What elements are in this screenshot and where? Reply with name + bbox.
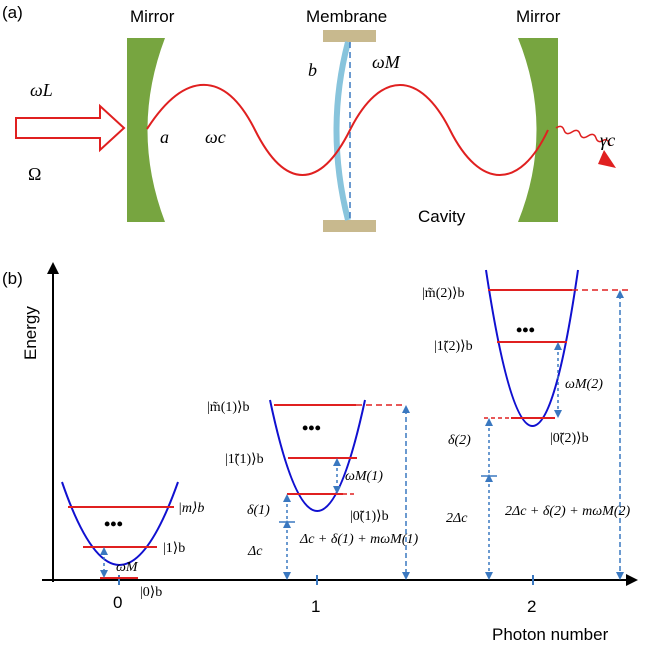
ket-n2-1: |1̃(2)⟩b (434, 339, 473, 354)
dots-n0: ••• (104, 514, 123, 534)
panel-b-tag: (b) (2, 269, 23, 288)
omega-m2: ωM(2) (565, 377, 603, 392)
membrane (333, 41, 351, 221)
left-mirror-label: Mirror (130, 7, 175, 26)
x-axis-label: Photon number (492, 625, 609, 644)
delta2: δ(2) (448, 433, 471, 448)
x-tick-1: 1 (311, 597, 320, 616)
y-axis-label: Energy (21, 306, 40, 360)
energy1: Δc + δ(1) + mωM(1) (299, 532, 418, 547)
right-mirror-label: Mirror (516, 7, 561, 26)
decay-arrowhead (598, 150, 616, 168)
ket-n0-1: |1⟩b (163, 541, 185, 556)
x-tick-2: 2 (527, 597, 536, 616)
input-freq: ωL (30, 80, 53, 100)
energy2: 2Δc + δ(2) + mωM(2) (505, 504, 630, 519)
parabola-n0 (61, 481, 179, 566)
omega-m1: ωM(1) (345, 469, 383, 484)
delta-c: Δc (247, 544, 263, 559)
right-mirror (518, 38, 558, 222)
input-amp: Ω (28, 164, 41, 184)
cavity-mode: a (160, 127, 169, 147)
ket-n1-m: |m̃(1)⟩b (207, 400, 249, 415)
dots-n2: ••• (516, 320, 535, 340)
ket-n0-0: |0⟩b (140, 585, 162, 600)
cavity-field (146, 83, 549, 176)
membrane-freq: ωM (372, 52, 401, 72)
cavity-freq: ωc (205, 127, 226, 147)
panel-a-tag: (a) (2, 3, 23, 22)
ket-n0-m: |m⟩b (178, 501, 204, 516)
membrane-bottom-clamp (323, 220, 376, 232)
ket-n2-0: |0̃(2)⟩b (550, 431, 589, 446)
parabola-n2 (485, 269, 579, 427)
delta1: δ(1) (247, 503, 270, 518)
ket-n1-1: |1̃(1)⟩b (225, 452, 264, 467)
x-tick-0: 0 (113, 593, 122, 612)
input-laser-arrow (15, 103, 126, 153)
membrane-mode: b (308, 60, 317, 80)
decay: γc (600, 130, 615, 150)
left-mirror (127, 38, 165, 222)
membrane-top-clamp (323, 30, 376, 42)
ket-n1-0: |0̃(1)⟩b (350, 509, 389, 524)
parabola-n1 (269, 399, 366, 512)
membrane-label: Membrane (306, 7, 387, 26)
omega-m: ωM (116, 560, 139, 575)
ket-n2-m: |m̃(2)⟩b (422, 286, 464, 301)
decay-path (555, 125, 611, 147)
cavity-label: Cavity (418, 207, 466, 226)
dots-n1: ••• (302, 418, 321, 438)
two-delta-c: 2Δc (446, 511, 468, 526)
